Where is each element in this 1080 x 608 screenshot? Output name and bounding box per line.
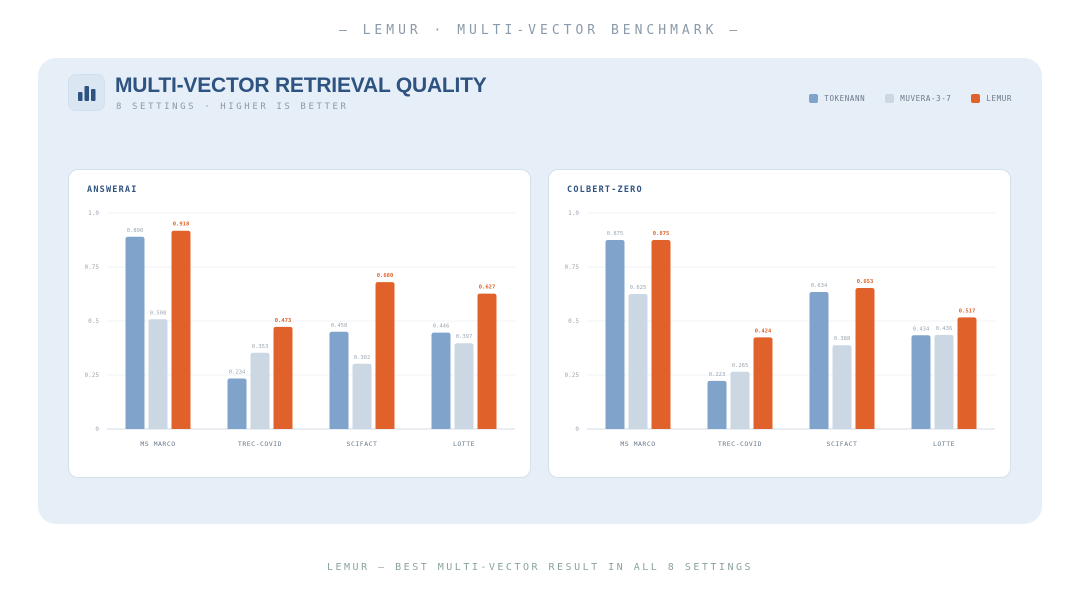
bar	[250, 352, 270, 429]
y-tick-label: 1.0	[568, 210, 579, 217]
data-label: 0.302	[354, 355, 371, 361]
y-tick-label: 1.0	[88, 210, 99, 217]
legend-item-tokenann: TOKENANN	[809, 94, 865, 103]
chart-card-colbert-zero: COLBERT-ZERO 0 0.25 0.5 0.75 1.0 0.875 0.625 0.…	[548, 169, 1011, 478]
bar	[227, 378, 247, 429]
bar	[605, 240, 625, 429]
x-tick-label: SCIFACT	[827, 440, 858, 448]
bar	[911, 335, 931, 429]
data-label: 0.875	[653, 231, 670, 237]
bar-chart: 0 0.25 0.5 0.75 1.0 0.890 0.508 0.918 MS MARCO 0.…	[85, 210, 515, 448]
bar	[171, 230, 191, 429]
bar	[730, 371, 750, 429]
data-label: 0.265	[732, 363, 749, 369]
y-tick-label: 0.75	[565, 264, 580, 271]
data-label: 0.517	[959, 308, 976, 314]
data-label: 0.875	[607, 231, 624, 237]
legend-item-muvera: MUVERA-3-7	[885, 94, 951, 103]
page-subtitle: 8 SETTINGS · HIGHER IS BETTER	[116, 102, 349, 112]
data-label: 0.397	[456, 334, 473, 340]
bar	[934, 334, 954, 429]
data-label: 0.436	[936, 326, 953, 332]
data-label: 0.634	[811, 283, 828, 289]
legend-swatch	[885, 94, 895, 103]
bar	[273, 326, 293, 429]
footer-caption: LEMUR — BEST MULTI-VECTOR RESULT IN ALL …	[326, 562, 754, 573]
bar	[375, 282, 395, 429]
page-title: MULTI-VECTOR RETRIEVAL QUALITY	[115, 74, 487, 97]
data-label: 0.625	[630, 285, 647, 291]
bar	[125, 236, 145, 429]
bar	[832, 345, 852, 429]
legend: TOKENANN MUVERA-3-7 LEMUR	[809, 94, 1012, 103]
bar	[707, 380, 727, 429]
data-label: 0.446	[433, 324, 450, 330]
data-label: 0.223	[709, 372, 726, 378]
legend-item-lemur: LEMUR	[971, 94, 1012, 103]
x-tick-label: SCIFACT	[347, 440, 378, 448]
bar-chart: 0 0.25 0.5 0.75 1.0 0.875 0.625 0.875 MS MARCO 0.…	[565, 210, 995, 448]
bar-chart-icon	[68, 74, 105, 111]
x-tick-label: LOTTE	[453, 440, 475, 448]
data-label: 0.473	[275, 318, 292, 324]
bar	[329, 331, 349, 429]
x-tick-label: TREC-COVID	[718, 440, 762, 448]
chart-panel: MULTI-VECTOR RETRIEVAL QUALITY 8 SETTING…	[38, 58, 1042, 524]
y-tick-label: 0.5	[88, 318, 99, 325]
chart-title: COLBERT-ZERO	[567, 185, 643, 195]
legend-label: TOKENANN	[824, 94, 866, 103]
data-label: 0.434	[913, 326, 930, 332]
x-tick-label: MS MARCO	[140, 440, 175, 448]
legend-label: MUVERA-3-7	[900, 94, 952, 103]
bar	[628, 294, 648, 429]
bar	[809, 292, 829, 429]
x-tick-label: LOTTE	[933, 440, 955, 448]
y-tick-label: 0.5	[568, 318, 579, 325]
bar	[431, 332, 451, 429]
y-tick-label: 0.75	[85, 264, 100, 271]
x-tick-label: MS MARCO	[620, 440, 655, 448]
data-label: 0.234	[229, 369, 246, 375]
data-label: 0.388	[834, 336, 851, 342]
data-label: 0.653	[857, 279, 874, 285]
page-caption: — LEMUR · MULTI-VECTOR BENCHMARK —	[338, 23, 742, 38]
legend-swatch	[971, 94, 981, 103]
data-label: 0.890	[127, 228, 144, 234]
chart-card-answerai: ANSWERAI 0 0.25 0.5 0.75 1.0 0.890 0.508 0.918 M…	[68, 169, 531, 478]
bar	[957, 317, 977, 429]
y-tick-label: 0.25	[565, 372, 580, 379]
data-label: 0.680	[377, 273, 394, 279]
y-tick-label: 0.25	[85, 372, 100, 379]
data-label: 0.450	[331, 323, 348, 329]
bar	[352, 363, 372, 429]
y-tick-label: 0	[95, 426, 99, 433]
legend-label: LEMUR	[986, 94, 1012, 103]
data-label: 0.424	[755, 328, 772, 334]
y-tick-label: 0	[575, 426, 579, 433]
bar	[477, 293, 497, 429]
chart-title: ANSWERAI	[87, 185, 138, 195]
data-label: 0.918	[173, 222, 190, 228]
bar	[454, 343, 474, 429]
data-label: 0.508	[150, 310, 167, 316]
data-label: 0.353	[252, 344, 269, 350]
bar	[148, 319, 168, 429]
bar	[855, 287, 875, 429]
x-tick-label: TREC-COVID	[238, 440, 282, 448]
bar	[753, 337, 773, 429]
legend-swatch	[809, 94, 819, 103]
bar	[651, 240, 671, 429]
data-label: 0.627	[479, 285, 496, 291]
